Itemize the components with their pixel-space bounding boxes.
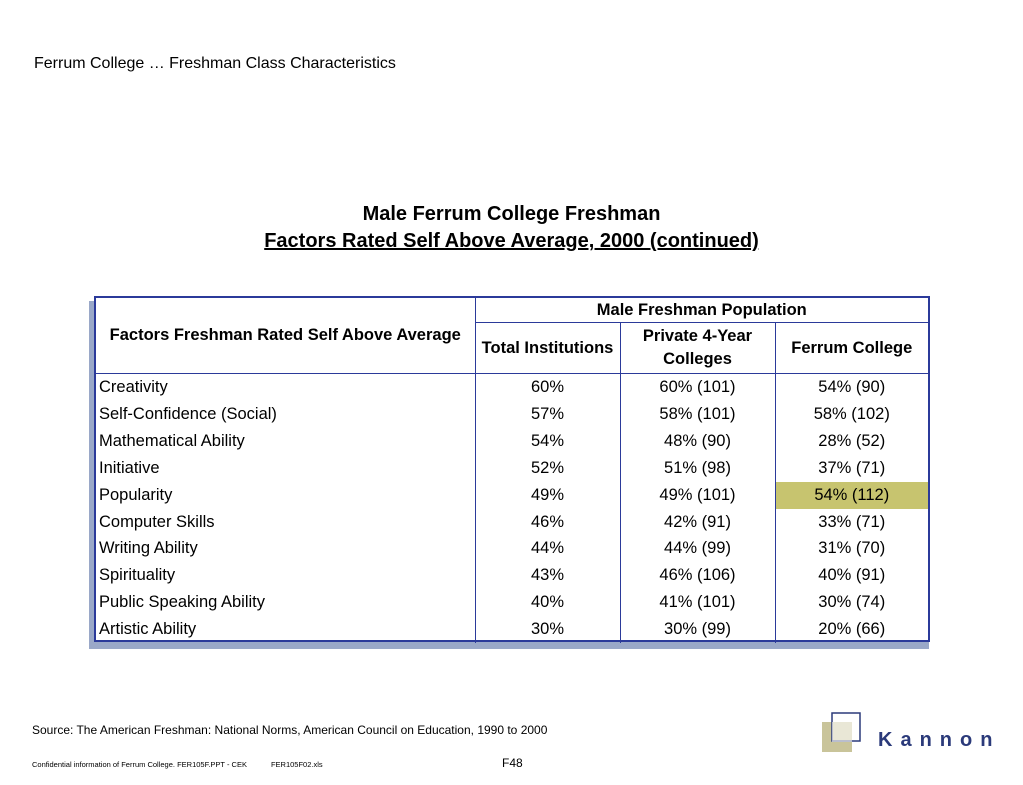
total-cell: 57% <box>475 400 621 428</box>
ferrum-cell: 20% (66) <box>818 620 886 639</box>
total-cell: 30% <box>475 616 621 644</box>
private-cell: 49% (101) <box>620 481 776 509</box>
table-row: Public Speaking Ability 40% 41% (101) 30% (… <box>96 589 928 617</box>
confidential-note: Confidential information of Ferrum Colle… <box>32 760 247 769</box>
factor-cell: Creativity <box>96 373 476 401</box>
ferrum-cell: 37% (71) <box>818 458 886 477</box>
factor-cell: Initiative <box>96 454 476 482</box>
column-header-ferrum: Ferrum College <box>775 322 929 374</box>
table-row: Writing Ability 44% 44% (99) 31% (70) <box>96 535 928 563</box>
page-header-title: Ferrum College … Freshman Class Characte… <box>34 55 396 72</box>
kannon-logo-text: Kannon <box>878 729 1001 751</box>
factor-cell: Spirituality <box>96 562 476 590</box>
ferrum-cell: 31% (70) <box>818 539 886 558</box>
data-table-container: Factors Freshman Rated Self Above Averag… <box>94 296 930 644</box>
factor-column-header: Factors Freshman Rated Self Above Averag… <box>96 298 476 374</box>
footer: Confidential information of Ferrum Colle… <box>32 760 323 769</box>
factor-cell: Public Speaking Ability <box>96 589 476 617</box>
private-cell: 30% (99) <box>620 616 776 644</box>
population-group-header: Male Freshman Population <box>475 298 929 323</box>
factor-cell: Mathematical Ability <box>96 427 476 455</box>
table-body: Creativity 60% 60% (101) 54% (90) Self-Confi… <box>96 373 929 644</box>
page-number: F48 <box>502 756 523 770</box>
private-cell: 48% (90) <box>620 427 776 455</box>
table-row: Spirituality 43% 46% (106) 40% (91) <box>96 562 928 590</box>
source-note: Source: The American Freshman: National … <box>32 723 548 737</box>
factor-cell: Artistic Ability <box>96 616 476 644</box>
ferrum-cell: 28% (52) <box>818 431 886 450</box>
private-cell: 60% (101) <box>620 373 776 401</box>
ferrum-cell: 54% (90) <box>818 378 886 396</box>
total-cell: 43% <box>475 562 621 590</box>
table-row: Computer Skills 46% 42% (91) 33% (71) <box>96 508 928 536</box>
private-cell: 41% (101) <box>620 589 776 617</box>
data-table: Factors Freshman Rated Self Above Averag… <box>96 298 929 644</box>
total-cell: 54% <box>475 427 621 455</box>
table-row: Creativity 60% 60% (101) 54% (90) <box>96 373 928 401</box>
private-cell: 51% (98) <box>620 454 776 482</box>
factor-cell: Popularity <box>96 481 476 509</box>
factor-cell: Computer Skills <box>96 508 476 536</box>
column-header-private: Private 4-Year Colleges <box>620 322 776 374</box>
table-row: Popularity 49% 49% (101) 54% (112) <box>96 481 929 509</box>
factor-cell: Self-Confidence (Social) <box>96 400 476 428</box>
kannon-logo-icon <box>822 712 862 754</box>
ferrum-cell: 30% (74) <box>818 593 886 612</box>
total-cell: 49% <box>475 481 621 509</box>
private-cell: 44% (99) <box>620 535 776 563</box>
total-cell: 44% <box>475 535 621 563</box>
table-row: Artistic Ability 30% 30% (99) 20% (66) <box>96 616 928 644</box>
ferrum-cell: 33% (71) <box>818 512 886 531</box>
ferrum-cell: 54% (112) <box>775 481 929 509</box>
total-cell: 60% <box>475 373 621 401</box>
main-title: Male Ferrum College Freshman Factors Rat… <box>0 201 1023 255</box>
total-cell: 40% <box>475 589 621 617</box>
total-cell: 52% <box>475 454 621 482</box>
total-cell: 46% <box>475 508 621 536</box>
ferrum-cell: 40% (91) <box>818 566 886 585</box>
table-row: Self-Confidence (Social) 57% 58% (101) 58% … <box>96 400 928 428</box>
private-cell: 46% (106) <box>620 562 776 590</box>
private-cell: 42% (91) <box>620 508 776 536</box>
ferrum-cell: 58% (102) <box>813 404 890 423</box>
main-title-line1: Male Ferrum College Freshman <box>362 203 661 225</box>
factor-cell: Writing Ability <box>96 535 476 563</box>
main-title-line2: Factors Rated Self Above Average, 2000 (… <box>264 230 759 252</box>
table-row: Initiative 52% 51% (98) 37% (71) <box>96 454 928 482</box>
file-name: FER105F02.xls <box>270 760 323 769</box>
column-header-total: Total Institutions <box>475 322 621 374</box>
table-row: Mathematical Ability 54% 48% (90) 28% (52) <box>96 427 928 455</box>
private-cell: 58% (101) <box>620 400 776 428</box>
